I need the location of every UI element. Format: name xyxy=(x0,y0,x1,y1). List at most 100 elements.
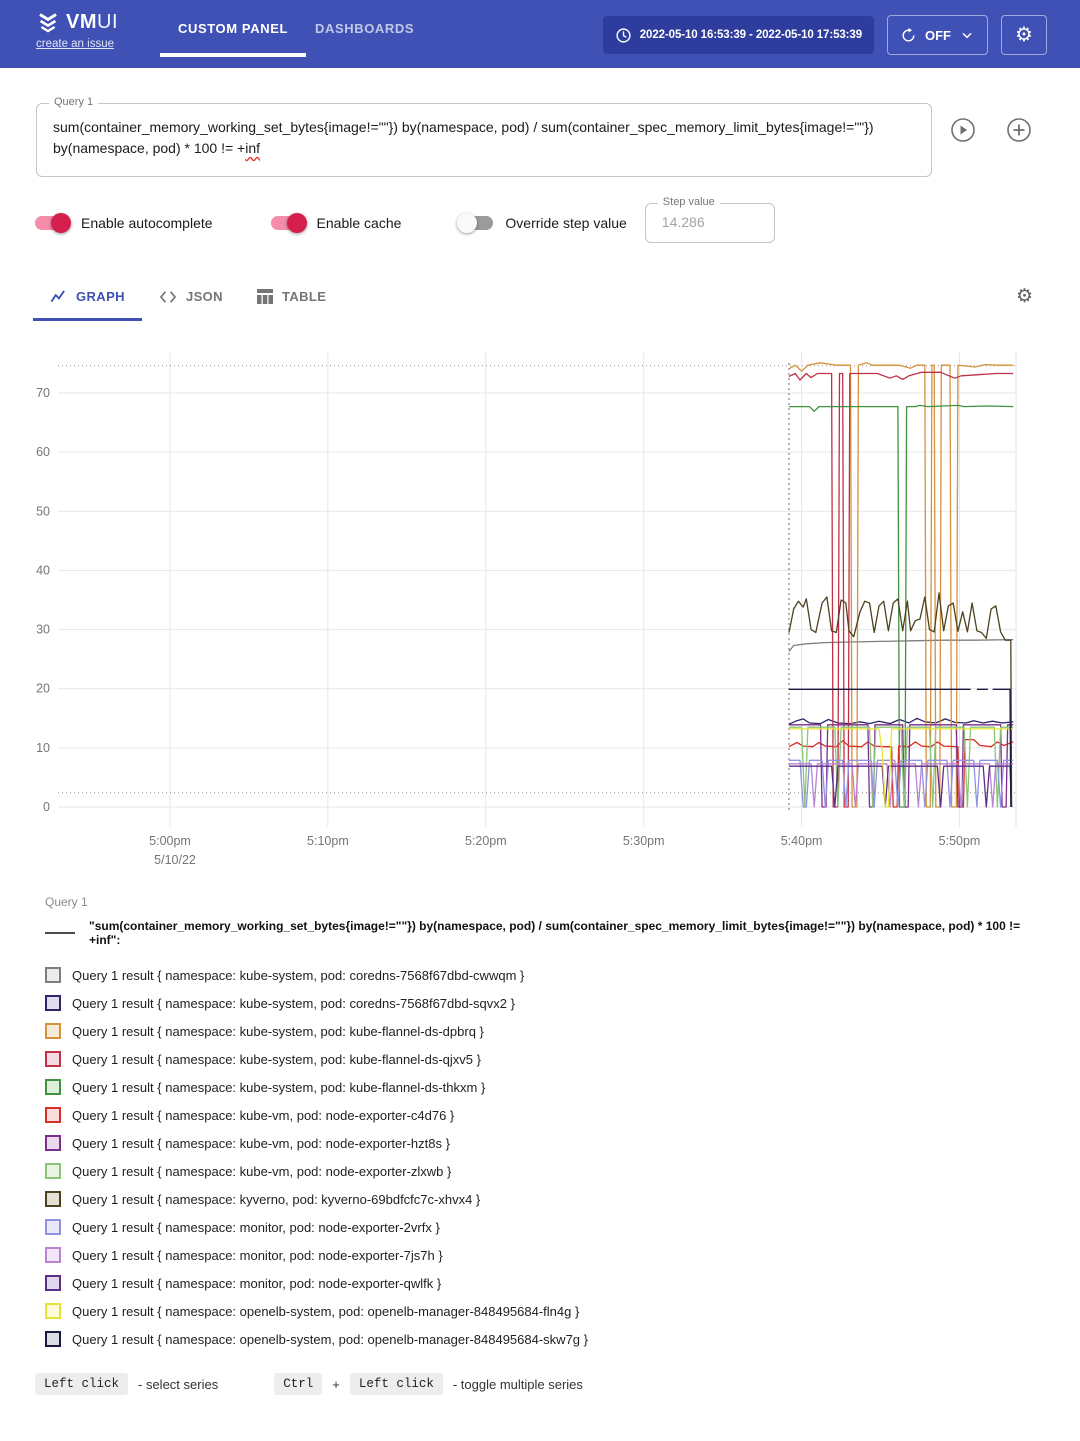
legend-label: Query 1 result { namespace: monitor, pod… xyxy=(72,1219,440,1235)
svg-text:5:50pm: 5:50pm xyxy=(939,834,981,848)
legend-item[interactable]: Query 1 result { namespace: kube-system,… xyxy=(45,1045,1045,1073)
autocomplete-label: Enable autocomplete xyxy=(81,215,213,231)
step-value-input[interactable] xyxy=(659,213,764,231)
gear-icon: ⚙ xyxy=(1015,24,1033,46)
legend-label: Query 1 result { namespace: kube-system,… xyxy=(72,1023,484,1039)
tab-table[interactable]: TABLE xyxy=(240,272,343,321)
series-color-swatch xyxy=(45,1191,61,1207)
time-range-button[interactable]: 2022-05-10 16:53:39 - 2022-05-10 17:53:3… xyxy=(602,16,874,54)
svg-text:5:00pm: 5:00pm xyxy=(149,834,191,848)
svg-text:5:30pm: 5:30pm xyxy=(623,834,665,848)
series-color-swatch xyxy=(45,1107,61,1123)
app-title: VMUI xyxy=(66,10,118,33)
vm-logo-icon xyxy=(39,13,57,33)
legend-item[interactable]: Query 1 result { namespace: monitor, pod… xyxy=(45,1241,1045,1269)
svg-text:60: 60 xyxy=(36,445,50,459)
autorefresh-button[interactable]: OFF xyxy=(887,15,988,55)
query-text: sum(container_memory_working_set_bytes{i… xyxy=(53,119,874,156)
chart-legend: Query 1 "sum(container_memory_working_se… xyxy=(45,895,1045,1353)
series-color-swatch xyxy=(45,1303,61,1319)
legend-label: Query 1 result { namespace: monitor, pod… xyxy=(72,1247,443,1263)
autorefresh-value: OFF xyxy=(925,27,951,43)
legend-item[interactable]: Query 1 result { namespace: kube-system,… xyxy=(45,989,1045,1017)
tab-json[interactable]: JSON xyxy=(142,272,240,321)
line-chart[interactable]: 0 10 20 30 40 50 60 70 5:00pm 5/10/22 5:10pm 5:20pm… xyxy=(0,321,1080,885)
kbd-left-click-2: Left click xyxy=(349,1373,443,1395)
query-input[interactable]: Query 1 sum(container_memory_working_set… xyxy=(36,96,932,177)
execute-query-button[interactable] xyxy=(949,116,977,144)
legend-label: Query 1 result { namespace: monitor, pod… xyxy=(72,1275,442,1291)
code-icon xyxy=(159,290,177,303)
kbd-left-click: Left click xyxy=(35,1373,129,1395)
clock-icon xyxy=(616,27,631,43)
cache-switch[interactable] xyxy=(270,213,307,233)
legend-label: Query 1 result { namespace: kube-system,… xyxy=(72,995,515,1011)
refresh-icon xyxy=(902,27,915,41)
legend-item[interactable]: Query 1 result { namespace: kube-vm, pod… xyxy=(45,1157,1045,1185)
app-logo[interactable]: VMUI create an issue xyxy=(36,10,118,52)
svg-text:70: 70 xyxy=(36,386,50,400)
legend-line-sample xyxy=(45,932,75,934)
legend-label: Query 1 result { namespace: openelb-syst… xyxy=(72,1331,588,1347)
step-value-field[interactable]: Step value xyxy=(644,196,775,243)
svg-text:5:40pm: 5:40pm xyxy=(781,834,823,848)
override-step-label: Override step value xyxy=(505,215,627,231)
svg-text:50: 50 xyxy=(36,504,50,518)
series-color-swatch xyxy=(45,1219,61,1235)
legend-label: Query 1 result { namespace: kube-vm, pod… xyxy=(72,1107,455,1123)
legend-item[interactable]: Query 1 result { namespace: kube-system,… xyxy=(45,961,1045,989)
legend-group-label: Query 1 xyxy=(45,895,88,909)
legend-item[interactable]: Query 1 result { namespace: kyverno, pod… xyxy=(45,1185,1045,1213)
chevron-down-icon xyxy=(962,32,972,39)
chart-area[interactable]: 0 10 20 30 40 50 60 70 5:00pm 5/10/22 5:10pm 5:20pm… xyxy=(0,321,1080,885)
legend-hints: Left click - select series Ctrl + Left c… xyxy=(35,1373,583,1395)
legend-label: Query 1 result { namespace: kube-vm, pod… xyxy=(72,1163,452,1179)
series-color-swatch xyxy=(45,1023,61,1039)
tab-custom-panel[interactable]: CUSTOM PANEL xyxy=(160,0,307,57)
series-color-swatch xyxy=(45,1135,61,1151)
graph-settings-icon[interactable]: ⚙ xyxy=(1015,286,1033,307)
svg-text:20: 20 xyxy=(36,682,50,696)
query-text-inf: inf xyxy=(245,140,261,156)
series-color-swatch xyxy=(45,995,61,1011)
kbd-ctrl: Ctrl xyxy=(274,1373,323,1395)
view-tabbar: GRAPH JSON TABLE xyxy=(0,272,1080,321)
global-settings-button[interactable]: ⚙ xyxy=(1001,15,1047,55)
add-query-button[interactable] xyxy=(1005,116,1033,144)
hint-select-series: - select series xyxy=(138,1376,219,1392)
legend-item[interactable]: Query 1 result { namespace: kube-vm, pod… xyxy=(45,1101,1045,1129)
legend-item[interactable]: Query 1 result { namespace: openelb-syst… xyxy=(45,1297,1045,1325)
legend-item[interactable]: Query 1 result { namespace: monitor, pod… xyxy=(45,1269,1045,1297)
legend-label: Query 1 result { namespace: kube-system,… xyxy=(72,967,525,983)
svg-text:10: 10 xyxy=(36,741,50,755)
cache-label: Enable cache xyxy=(316,215,402,231)
table-icon xyxy=(256,289,273,304)
legend-item[interactable]: Query 1 result { namespace: monitor, pod… xyxy=(45,1213,1045,1241)
query-panel: Query 1 sum(container_memory_working_set… xyxy=(0,68,1080,273)
tab-graph[interactable]: GRAPH xyxy=(33,272,142,321)
legend-item[interactable]: Query 1 result { namespace: kube-system,… xyxy=(45,1073,1045,1101)
svg-text:40: 40 xyxy=(36,563,50,577)
hint-plus: + xyxy=(332,1376,340,1392)
legend-item[interactable]: Query 1 result { namespace: openelb-syst… xyxy=(45,1325,1045,1353)
series-color-swatch xyxy=(45,1051,61,1067)
legend-query-text: "sum(container_memory_working_set_bytes{… xyxy=(89,919,1021,947)
override-step-switch[interactable] xyxy=(457,213,494,233)
create-issue-link[interactable]: create an issue xyxy=(36,38,114,50)
svg-text:0: 0 xyxy=(43,800,50,814)
legend-item[interactable]: Query 1 result { namespace: kube-vm, pod… xyxy=(45,1129,1045,1157)
time-range-value: 2022-05-10 16:53:39 - 2022-05-10 17:53:3… xyxy=(639,29,862,41)
legend-item[interactable]: Query 1 result { namespace: kube-system,… xyxy=(45,1017,1045,1045)
svg-text:5:10pm: 5:10pm xyxy=(307,834,349,848)
tab-dashboards[interactable]: DASHBOARDS xyxy=(315,21,415,36)
app-header: VMUI create an issue CUSTOM PANEL DASHBO… xyxy=(0,0,1080,68)
series-color-swatch xyxy=(45,1247,61,1263)
plus-circle-icon xyxy=(1007,118,1031,142)
graph-icon xyxy=(50,290,65,303)
svg-text:5/10/22: 5/10/22 xyxy=(154,853,196,867)
svg-text:5:20pm: 5:20pm xyxy=(465,834,507,848)
autocomplete-switch[interactable] xyxy=(35,213,71,233)
legend-label: Query 1 result { namespace: kube-system,… xyxy=(72,1079,486,1095)
legend-label: Query 1 result { namespace: kyverno, pod… xyxy=(72,1191,481,1207)
series-color-swatch xyxy=(45,967,61,983)
